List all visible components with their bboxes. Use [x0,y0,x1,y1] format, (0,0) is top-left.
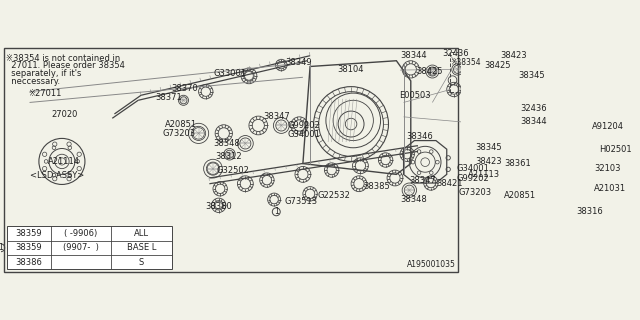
Text: G32502: G32502 [216,165,250,175]
Text: 38423: 38423 [500,51,527,60]
Text: 38425: 38425 [484,61,511,70]
Text: A20851: A20851 [504,191,536,200]
Text: 1: 1 [274,207,278,216]
Text: G73203: G73203 [458,188,492,197]
Text: 38371: 38371 [156,93,182,102]
Text: neccessary.: neccessary. [6,77,60,86]
Text: 38312: 38312 [215,152,242,161]
Text: G99202: G99202 [287,121,320,130]
Text: 38345: 38345 [518,71,545,80]
Text: G34001: G34001 [287,130,320,139]
Text: 38344: 38344 [401,51,428,60]
Text: 38349: 38349 [285,58,312,67]
Text: G73203: G73203 [163,129,196,138]
Text: 27011. Please order 38354: 27011. Please order 38354 [6,61,125,70]
Text: 32103: 32103 [594,164,621,173]
Text: BASE L: BASE L [127,243,156,252]
Text: 38423: 38423 [476,157,502,166]
Text: G34001: G34001 [457,164,490,173]
Text: 38421: 38421 [436,179,463,188]
Text: 38359: 38359 [15,243,42,252]
Text: ALL: ALL [134,229,149,238]
Text: 38344: 38344 [520,117,547,126]
Text: 38348: 38348 [400,195,427,204]
Text: 38386: 38386 [15,258,42,267]
Text: 38104: 38104 [337,65,364,74]
Text: 38316: 38316 [576,207,603,216]
Text: H02501: H02501 [599,145,632,154]
Text: A20851: A20851 [164,120,197,129]
Text: 38347: 38347 [410,176,436,185]
Text: 38370: 38370 [172,84,198,93]
Text: A21114: A21114 [47,157,79,166]
Text: G73513: G73513 [284,196,317,205]
Text: A91204: A91204 [592,122,624,131]
Text: A21113: A21113 [468,170,500,179]
Text: A195001035: A195001035 [406,260,456,269]
Text: ※38354: ※38354 [451,58,481,68]
Text: 32436: 32436 [442,49,469,58]
Text: separately, if it's: separately, if it's [6,69,81,78]
Text: 1: 1 [0,243,3,252]
Text: 38359: 38359 [15,229,42,238]
Text: A21031: A21031 [593,184,626,193]
Text: <LSD ASSY>: <LSD ASSY> [29,171,84,180]
Text: 38425: 38425 [417,67,443,76]
Text: (9907-  ): (9907- ) [63,243,99,252]
Bar [451,52,458,92]
Text: ※27011: ※27011 [28,89,61,98]
Text: 38347: 38347 [263,112,290,121]
Text: E00503: E00503 [399,92,431,100]
Text: 27020: 27020 [51,110,77,119]
Text: 38380: 38380 [205,202,232,211]
Text: 38348: 38348 [214,139,241,148]
Text: 38361: 38361 [504,159,531,168]
Text: G33001: G33001 [214,69,246,78]
Text: 32436: 32436 [520,104,547,113]
Bar [6,226,172,269]
Text: 38385: 38385 [364,182,390,191]
Text: 38345: 38345 [475,142,501,152]
Text: S: S [139,258,144,267]
Text: G99202: G99202 [457,174,490,183]
Text: ※38354 is not contained in: ※38354 is not contained in [6,53,120,62]
Text: ( -9906): ( -9906) [65,229,98,238]
Text: G22532: G22532 [317,191,350,200]
Text: 38346: 38346 [406,132,433,141]
